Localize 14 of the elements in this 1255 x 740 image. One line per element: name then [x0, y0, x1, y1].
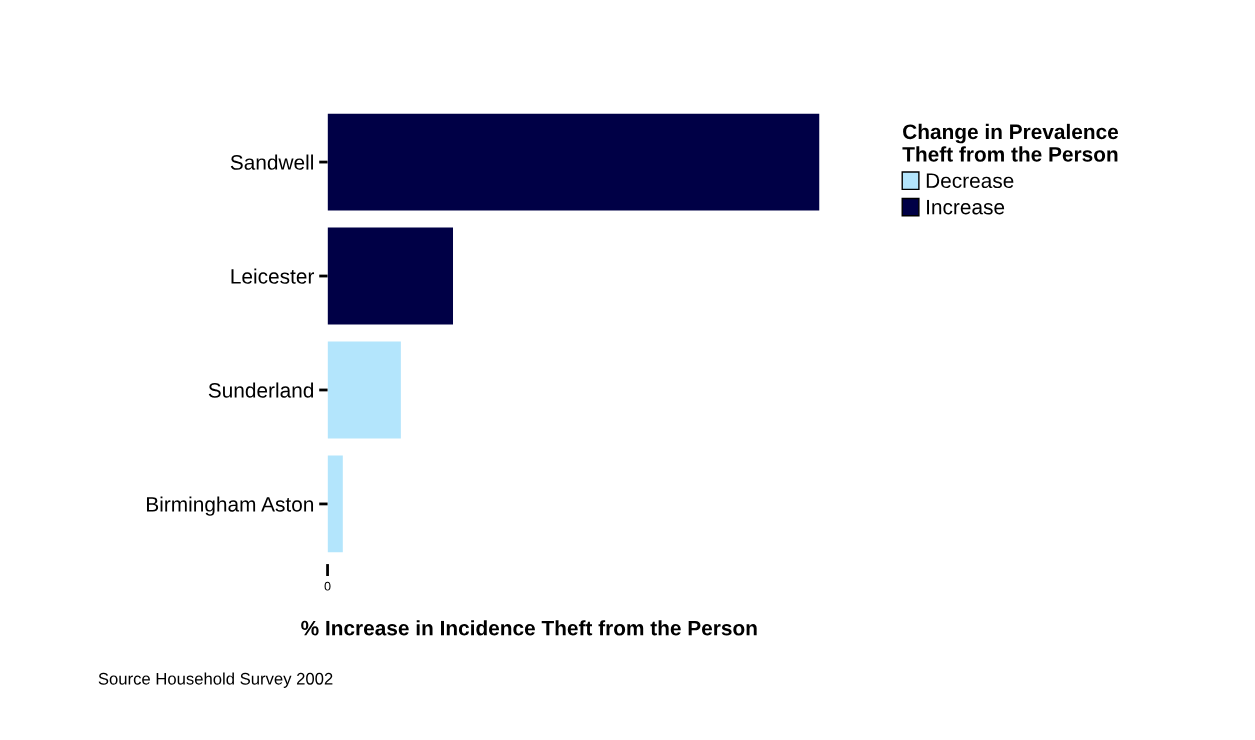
bar: [327, 227, 453, 325]
x-axis-title: % Increase in Incidence Theft from the Person: [301, 620, 757, 636]
y-tick-label: Leicester: [231, 268, 315, 284]
legend-title: Change in Prevalence Theft from the Person: [902, 123, 1119, 162]
source-note: Source Household Survey 2002: [98, 672, 333, 688]
bar: [327, 341, 401, 439]
y-tick-label: Sunderland: [208, 382, 314, 398]
bar: [327, 455, 343, 553]
bar: [327, 113, 820, 211]
y-tick-label: Sandwell: [230, 154, 313, 170]
legend-label: Increase: [927, 199, 1005, 215]
text: 0: [324, 581, 331, 591]
y-tick-label: Birmingham Aston: [147, 496, 314, 516]
legend-label: Decrease: [926, 173, 1014, 189]
